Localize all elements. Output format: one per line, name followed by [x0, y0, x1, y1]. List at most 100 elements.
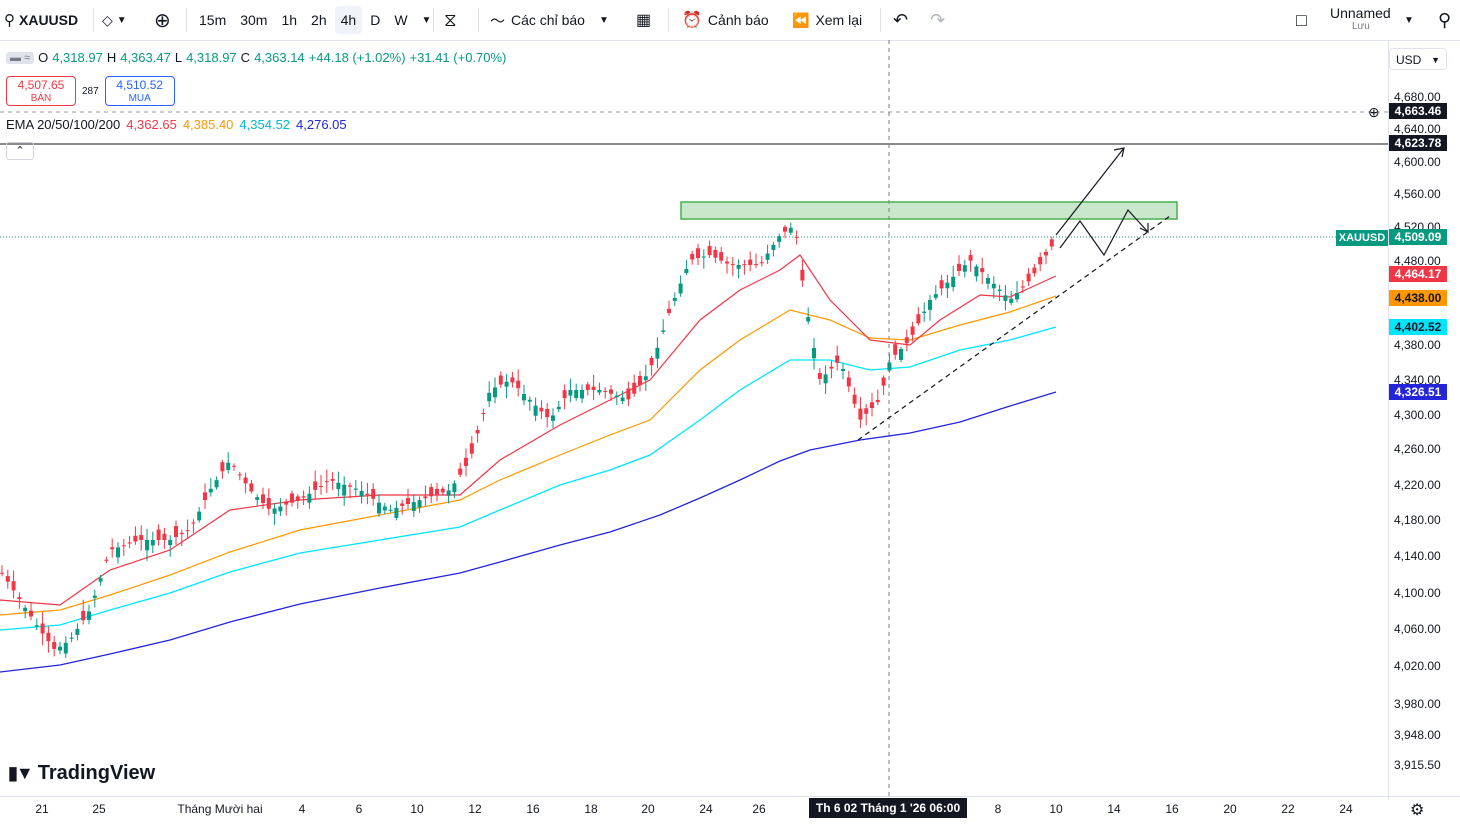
candle-body	[498, 375, 503, 385]
candle-body	[40, 623, 45, 634]
candle-body	[29, 610, 33, 617]
price-axis[interactable]: 4,680.00 4,640.00 4,600.00 4,560.00 4,520.00…	[1388, 40, 1450, 800]
chart-type-button[interactable]: ⧖	[444, 0, 457, 40]
interval-w[interactable]: W	[394, 12, 408, 28]
candle-body	[133, 535, 138, 542]
candle-body	[58, 646, 62, 651]
candle-body	[783, 226, 787, 232]
redo-button[interactable]: ↷	[930, 0, 945, 40]
layout-dropdown[interactable]: ▼	[1404, 0, 1414, 40]
candle-body	[400, 503, 405, 506]
time-tick: 20	[641, 802, 655, 816]
candle-body	[110, 547, 115, 550]
projection-path	[1059, 208, 1149, 257]
alert-label: Cảnh báo	[707, 12, 769, 28]
candle-body	[951, 276, 956, 288]
candle-body	[69, 637, 74, 639]
candle-body	[1032, 267, 1037, 274]
time-tick: 22	[1281, 802, 1295, 816]
ema-title: EMA 20/50/100/200	[6, 117, 121, 132]
interval-4h[interactable]: 4h	[334, 6, 363, 34]
candle-body	[980, 268, 985, 273]
settings-gear-icon[interactable]: ⚙	[1410, 802, 1425, 819]
candle-body	[423, 496, 428, 499]
price-tick: 4,600.00	[1394, 155, 1441, 169]
add-symbol-button[interactable]: ⊕	[154, 0, 171, 40]
candle-body	[939, 280, 944, 289]
ema-legend[interactable]: EMA 20/50/100/200 4,362.65 4,385.40 4,35…	[6, 117, 347, 132]
candle-body	[754, 264, 758, 266]
price-tick: 4,140.00	[1394, 549, 1441, 563]
buy-button[interactable]: 4,510.52 MUA	[104, 76, 175, 106]
candle-body	[139, 534, 144, 540]
candle-body	[371, 488, 376, 499]
interval-1h[interactable]: 1h	[281, 12, 298, 28]
currency-select[interactable]: USD ▼	[1389, 48, 1447, 70]
collapse-legend-button[interactable]: ⌃	[6, 142, 34, 160]
chevron-down-icon: ▼	[1431, 55, 1440, 65]
sell-button[interactable]: 4,507.65 BÁN	[6, 76, 76, 106]
candle-body	[846, 377, 851, 387]
candle-body	[655, 347, 660, 359]
time-axis[interactable]: 21 25 Tháng Mười hai 4 6 10 12 16 18 20 24 26 8 10 14 1…	[0, 796, 1388, 824]
candle-body	[794, 236, 799, 238]
candle-body	[562, 390, 567, 399]
replay-button[interactable]: ⏪ Xem lại	[792, 0, 862, 40]
candle-body	[307, 493, 312, 503]
price-tick: 4,260.00	[1394, 442, 1441, 456]
ema20-value: 4,362.65	[126, 117, 177, 132]
candle-body	[0, 572, 4, 574]
candle-body	[667, 308, 671, 313]
templates-button[interactable]: ▦	[636, 0, 651, 40]
candle-body	[945, 282, 950, 289]
ema50-value: 4,385.40	[182, 117, 234, 132]
candle-body	[353, 488, 358, 490]
alert-button[interactable]: ⏰ Cảnh báo	[682, 0, 769, 40]
candle-body	[777, 236, 782, 242]
candle-body	[823, 374, 828, 384]
candle-body	[156, 529, 161, 540]
interval-15m[interactable]: 15m	[199, 12, 227, 28]
interval-d[interactable]: D	[370, 12, 381, 28]
candle-body	[116, 547, 120, 558]
legend-toggle[interactable]: ▬ ≈	[6, 51, 35, 64]
undo-button[interactable]: ↶	[893, 0, 908, 40]
candle-body	[643, 376, 648, 381]
symbol-search[interactable]: ⚲ XAUUSD	[4, 0, 78, 40]
search-icon: ⚲	[4, 12, 15, 29]
add-alert-icon[interactable]: ⊕	[1368, 104, 1380, 120]
interval-dropdown[interactable]: ▼	[416, 6, 438, 34]
interval-30m[interactable]: 30m	[240, 12, 268, 28]
chevron-down-icon: ▼	[421, 14, 432, 26]
candle-body	[406, 498, 410, 504]
candle-body	[429, 487, 434, 497]
candle-body	[243, 477, 248, 484]
interval-2h[interactable]: 2h	[311, 12, 327, 28]
candle-body	[580, 390, 584, 399]
price-label: 4,623.78	[1389, 135, 1447, 151]
candle-body	[614, 395, 619, 398]
candle-body	[179, 532, 184, 535]
time-tick: 6	[355, 802, 363, 816]
ohlc-legend: ▬ ≈ O 4,318.97 H 4,363.47 L 4,318.97 C 4,363…	[6, 50, 506, 65]
price-label: 4,509.09	[1389, 229, 1447, 245]
candle-body	[771, 244, 776, 250]
interval-group: 15m 30m 1h 2h 4h D W ▼	[193, 0, 437, 40]
candle-body	[817, 372, 822, 379]
indicators-button[interactable]: 〜 Các chỉ báo ▼	[490, 0, 609, 40]
price-label: 4,326.51	[1389, 384, 1447, 400]
price-tick: 4,020.00	[1394, 659, 1441, 673]
layout-title: Unnamed	[1330, 5, 1391, 21]
candle-body	[591, 386, 596, 390]
candle-body	[475, 429, 480, 434]
candle-body	[377, 502, 381, 514]
quick-search-button[interactable]: ⚲	[1438, 0, 1451, 40]
candle-body	[301, 496, 306, 498]
candle-body	[266, 497, 271, 509]
candle-body	[52, 642, 57, 649]
layout-button[interactable]: □	[1296, 0, 1307, 40]
candle-body	[435, 488, 439, 495]
compare-button[interactable]: ◇ ▼	[102, 0, 127, 40]
layout-name[interactable]: Unnamed Lưu	[1330, 0, 1391, 40]
price-chart[interactable]	[0, 40, 1388, 796]
